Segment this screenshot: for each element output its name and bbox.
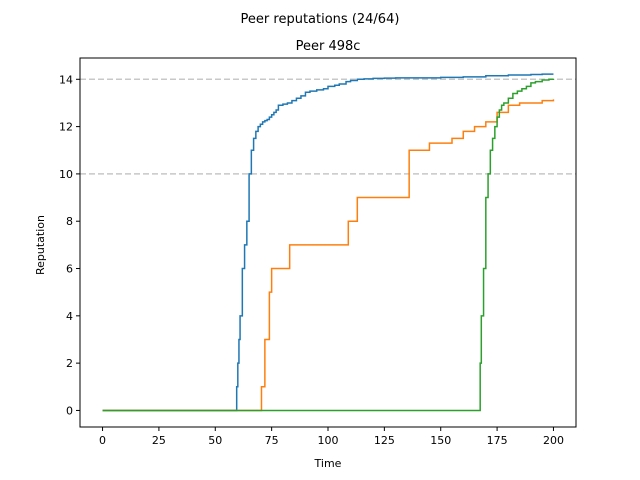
y-tick-label: 14 (59, 73, 73, 86)
x-tick-label: 200 (543, 434, 564, 447)
series-line-2 (102, 99, 555, 412)
y-tick-label: 12 (59, 121, 73, 134)
plot-area: 0 25 50 75 100 125 150 175 200 0 2 4 6 8 10 12 14 (59, 57, 577, 447)
chart-suptitle: Peer reputations (24/64) (241, 12, 400, 27)
y-tick-label: 2 (66, 357, 73, 370)
x-axis-label: Time (314, 457, 342, 470)
x-tick-label: 75 (265, 434, 279, 447)
y-tick-label: 6 (66, 263, 73, 276)
x-tick-label: 175 (487, 434, 508, 447)
y-tick-label: 8 (66, 215, 73, 228)
y-tick-label: 0 (66, 404, 73, 417)
axes-frame (79, 57, 577, 428)
x-tick-label: 100 (318, 434, 339, 447)
chart-title: Peer 498c (296, 39, 361, 54)
y-tick-label: 10 (59, 168, 73, 181)
x-tick-label: 0 (99, 434, 106, 447)
y-tick-label: 4 (66, 310, 73, 323)
y-axis-label: Reputation (34, 215, 47, 275)
series-line-1 (102, 73, 554, 412)
series-line-3 (102, 78, 555, 412)
x-tick-label: 25 (152, 434, 166, 447)
x-tick-label: 50 (208, 434, 222, 447)
x-tick-label: 125 (374, 434, 395, 447)
x-tick-label: 150 (430, 434, 451, 447)
